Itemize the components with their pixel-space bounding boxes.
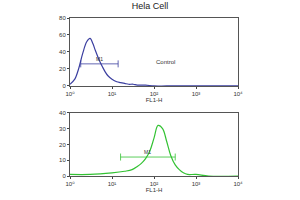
svg-text:10²: 10² (150, 181, 159, 187)
svg-text:FL1-H: FL1-H (146, 187, 163, 193)
svg-text:10³: 10³ (192, 91, 201, 97)
svg-text:Control: Control (156, 59, 175, 65)
svg-text:10¹: 10¹ (108, 91, 117, 97)
svg-text:60: 60 (59, 32, 66, 38)
svg-text:M1: M1 (96, 56, 103, 62)
svg-text:20: 20 (59, 142, 66, 148)
svg-text:30: 30 (59, 126, 66, 132)
svg-text:10³: 10³ (192, 181, 201, 187)
svg-text:20: 20 (59, 66, 66, 72)
svg-text:10⁰: 10⁰ (65, 91, 75, 97)
svg-text:10: 10 (59, 157, 66, 163)
svg-text:M1: M1 (144, 149, 151, 155)
svg-text:10¹: 10¹ (108, 181, 117, 187)
svg-text:0: 0 (62, 83, 66, 89)
svg-text:10⁴: 10⁴ (233, 181, 243, 187)
svg-text:10⁰: 10⁰ (65, 181, 75, 187)
svg-text:80: 80 (59, 15, 66, 21)
svg-text:Hela Cell: Hela Cell (132, 1, 169, 11)
svg-text:0: 0 (62, 173, 66, 179)
svg-text:40: 40 (59, 110, 66, 116)
svg-text:10⁴: 10⁴ (233, 91, 243, 97)
svg-text:40: 40 (59, 49, 66, 55)
svg-text:FL1-H: FL1-H (146, 97, 163, 103)
svg-text:10²: 10² (150, 91, 159, 97)
